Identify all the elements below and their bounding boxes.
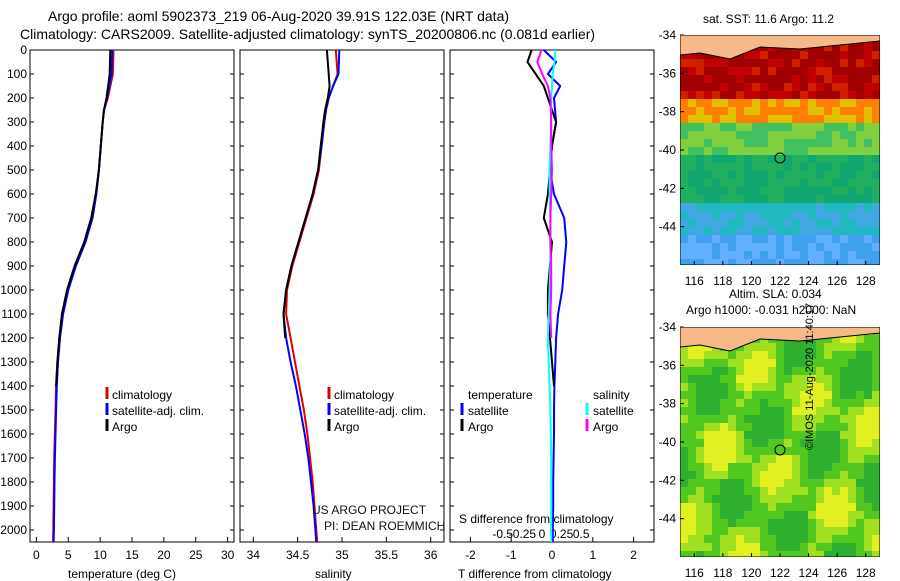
- x-tick-label: 5: [65, 548, 72, 562]
- sdiff-axis-label: S difference from climatology: [459, 512, 614, 526]
- depth-tick-label: 1800: [0, 475, 27, 489]
- depth-tick-label: 1400: [0, 379, 27, 393]
- pi-label: PI: DEAN ROEMMICH: [324, 519, 446, 533]
- title-line-2: Climatology: CARS2009. Satellite-adjuste…: [20, 26, 596, 42]
- x-tick-label: 20: [157, 548, 171, 562]
- salinity-axis-label: salinity: [315, 567, 352, 581]
- x-tick-label: 34: [247, 548, 261, 562]
- depth-tick-label: 800: [7, 235, 27, 249]
- legend-climatology: climatology: [112, 388, 173, 402]
- legend-s-satellite: satellite: [593, 404, 634, 418]
- s-tick-label: 0.5: [573, 527, 590, 541]
- depth-tick-label: 1500: [0, 403, 27, 417]
- legend-climatology: climatology: [334, 388, 395, 402]
- x-tick-label: 0: [33, 548, 40, 562]
- legend-t-satellite: satellite: [468, 404, 509, 418]
- series-line-argo: [55, 49, 112, 387]
- x-tick-label: -2: [465, 548, 476, 562]
- x-tick-label: 10: [93, 548, 107, 562]
- sla-map-title: Altim. SLA: 0.034: [729, 287, 822, 301]
- depth-tick-label: 100: [7, 67, 27, 81]
- x-tick-label: 36: [424, 548, 438, 562]
- x-tick-label: 0: [549, 548, 556, 562]
- series-line-climatology: [52, 49, 115, 543]
- legend-t-argo: Argo: [468, 420, 494, 434]
- series-line-climatology: [285, 49, 339, 543]
- depth-tick-label: 600: [7, 187, 27, 201]
- series-line-argo-salinity-: [536, 49, 554, 339]
- temperature-axis-label: temperature (deg C): [68, 567, 177, 581]
- depth-axis: 0 100 200 300 400 500 600 700 800 900 1000 1100 1200…: [0, 43, 27, 537]
- depth-tick-label: 1900: [0, 499, 27, 513]
- series-line-satellite-salinity-: [546, 49, 557, 542]
- sla-map-subtitle: Argo h1000: -0.031 h2000: NaN: [686, 303, 857, 317]
- s-tick-label: 0: [539, 527, 546, 541]
- x-tick-label: 30: [221, 548, 235, 562]
- series-line-argo: [282, 49, 331, 339]
- project-label: US ARGO PROJECT: [312, 503, 427, 517]
- profile-panel-1: 0 5 10 15 20 25 30: [29, 49, 235, 562]
- x-tick-label: 35.5: [375, 548, 399, 562]
- depth-tick-label: 2000: [0, 523, 27, 537]
- x-tick-label: 25: [189, 548, 203, 562]
- depth-tick-label: 200: [7, 91, 27, 105]
- depth-tick-label: 0: [20, 43, 27, 57]
- depth-tick-label: 1000: [0, 283, 27, 297]
- depth-tick-label: 1300: [0, 355, 27, 369]
- x-tick-label: 1: [589, 548, 596, 562]
- depth-tick-label: 1700: [0, 451, 27, 465]
- series-line-satellite-temperature-: [543, 49, 568, 542]
- depth-tick-label: 1600: [0, 427, 27, 441]
- depth-tick-label: 700: [7, 211, 27, 225]
- x-tick-label: 2: [630, 548, 637, 562]
- profile-panel-3: -2 -1 0 1 2-0.5-0.25 0 0.25 0.5: [449, 49, 655, 562]
- x-tick-label: 35: [335, 548, 349, 562]
- legend-argo: Argo: [112, 420, 138, 434]
- x-tick-label: 15: [125, 548, 139, 562]
- s-tick-label: -0.5: [492, 527, 513, 541]
- depth-tick-label: 500: [7, 163, 27, 177]
- legend-argo: Argo: [334, 420, 360, 434]
- sst-map-title: sat. SST: 11.6 Argo: 11.2: [703, 12, 834, 26]
- panel-frame: [239, 49, 445, 543]
- legend-s-argo: Argo: [593, 420, 619, 434]
- x-tick-label: -1: [506, 548, 517, 562]
- depth-tick-label: 400: [7, 139, 27, 153]
- x-tick-label: 34.5: [286, 548, 310, 562]
- legend-salinity-title: salinity: [593, 388, 630, 402]
- credit-label: ©IMOS 11-Aug-2020 11:40:17: [804, 302, 816, 450]
- s-tick-label: -0.25: [509, 527, 537, 541]
- legend-satellite: satellite-adj. clim.: [112, 404, 205, 418]
- s-tick-label: 0.25: [550, 527, 574, 541]
- panel-frame: [29, 49, 235, 543]
- depth-tick-label: 1200: [0, 331, 27, 345]
- profile-panel-2: 34 34.5 35 35.5 36: [239, 49, 445, 562]
- depth-tick-label: 1100: [1, 307, 27, 321]
- depth-tick-label: 900: [7, 259, 27, 273]
- title-line-1: Argo profile: aoml 5902373_219 06-Aug-20…: [48, 8, 510, 24]
- tdiff-axis-label: T difference from climatology: [458, 567, 612, 581]
- legend-temperature-title: temperature: [468, 388, 533, 402]
- legend-satellite: satellite-adj. clim.: [334, 404, 427, 418]
- depth-tick-label: 300: [7, 115, 27, 129]
